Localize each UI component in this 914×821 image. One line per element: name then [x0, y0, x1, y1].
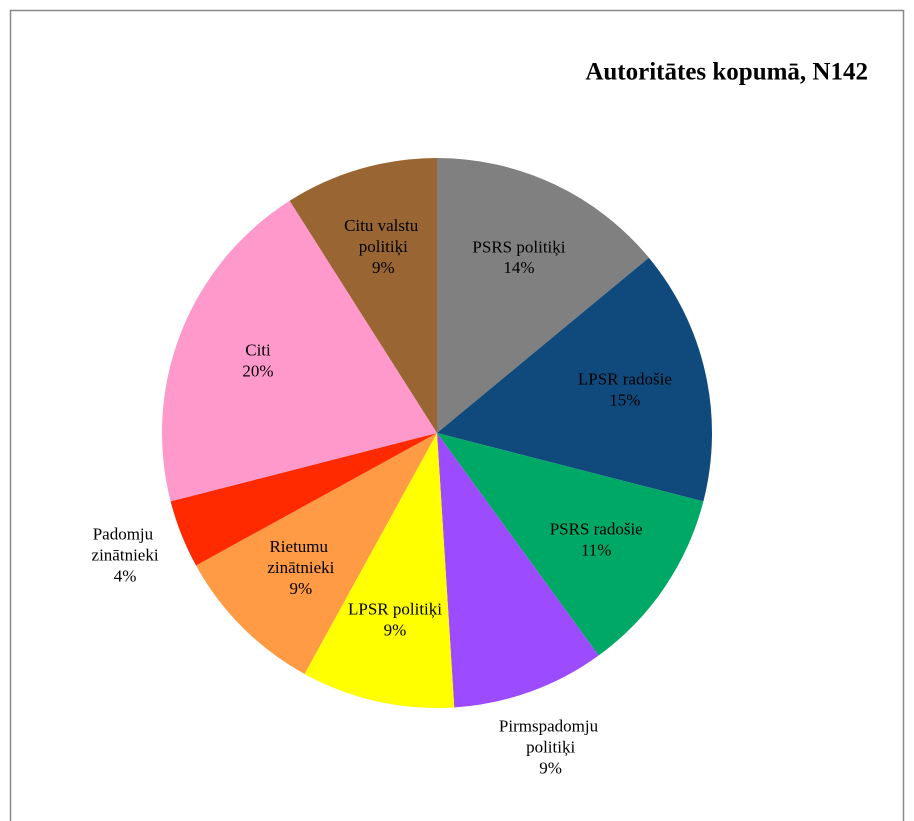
- slice-label-line: zinātnieki: [92, 545, 159, 564]
- slice-label: LPSR politiķi: [348, 599, 442, 618]
- slice-label: Citi: [245, 341, 271, 360]
- pie-slice: [304, 433, 455, 708]
- slice-label: PSRS radošie: [550, 520, 643, 539]
- slice-label: Padomju zinātnieki: [92, 524, 159, 564]
- slice-percent: 11%: [581, 541, 612, 560]
- pie-slice: [437, 433, 704, 656]
- slice-percent: 14%: [503, 258, 534, 277]
- slice-label: Pirmspadomju politiķi: [499, 717, 602, 757]
- chart-title: Autoritātes kopumā, N142: [585, 59, 868, 86]
- pie-slice: [437, 158, 649, 433]
- pie-slice: [437, 257, 712, 502]
- slice-label-line: LPSR radošie: [578, 369, 672, 388]
- pie-slice: [196, 433, 437, 674]
- slice-label: Citu valstu politiķi: [344, 216, 422, 256]
- slice-percent: 15%: [609, 390, 640, 409]
- slice-label-line: Rietumu: [269, 537, 332, 556]
- slice-label-line: politiķi: [359, 237, 408, 256]
- slice-percent: 9%: [372, 258, 395, 277]
- slice-label-line: PSRS radošie: [550, 520, 643, 539]
- slice-percent: 9%: [384, 620, 407, 639]
- slice-percent: 20%: [242, 362, 273, 381]
- slice-label: Rietumu zinātnieki: [267, 537, 334, 577]
- slice-label-line: politiķi: [526, 738, 575, 757]
- pie-slice: [289, 158, 437, 433]
- slice-percent: 9%: [290, 579, 313, 598]
- pie-slice: [161, 200, 437, 502]
- slice-label-line: zinātnieki: [267, 558, 334, 577]
- slice-label: PSRS politiķi: [472, 237, 565, 256]
- slice-label-line: LPSR politiķi: [348, 599, 442, 618]
- slice-label-line: PSRS politiķi: [472, 237, 565, 256]
- slice-label-line: Citi: [245, 341, 271, 360]
- slice-percent: 9%: [539, 759, 562, 778]
- pie-slice: [437, 433, 599, 708]
- slice-label-line: Pirmspadomju: [499, 717, 602, 736]
- pie-slice: [170, 433, 437, 566]
- slice-percent: 4%: [114, 566, 137, 585]
- slice-label-line: Citu valstu: [344, 216, 422, 235]
- slice-label: LPSR radošie: [578, 369, 672, 388]
- slice-label-line: Padomju: [93, 524, 158, 543]
